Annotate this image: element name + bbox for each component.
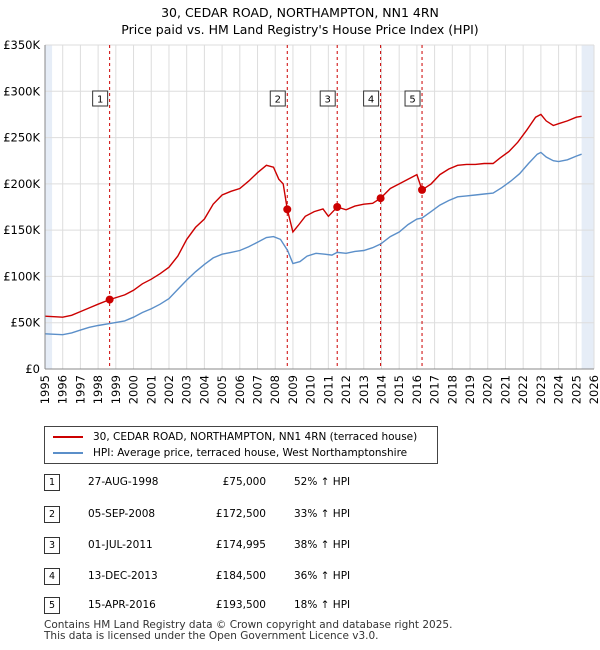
sale-date: 15-APR-2016 [88, 599, 156, 611]
x-tick-label: 2005 [215, 375, 229, 404]
legend-swatch-hpi [53, 452, 83, 454]
x-tick-label: 2013 [357, 375, 371, 404]
chart-subtitle-line: Price paid vs. HM Land Registry's House … [121, 22, 479, 37]
sale-number-badge: 4 [44, 568, 60, 585]
x-tick-label: 2018 [445, 375, 459, 404]
sale-label-box [92, 90, 109, 107]
sale-point [105, 295, 114, 304]
sale-price: £172,500 [215, 508, 266, 520]
x-tick-label: 2026 [587, 375, 600, 404]
chart-title: 30, CEDAR ROAD, NORTHAMPTON, NN1 4RN Pri… [0, 4, 600, 38]
table-row: 5 15-APR-2016 £193,500 18% ↑ HPI [44, 597, 444, 614]
sale-date: 05-SEP-2008 [88, 508, 156, 520]
table-row: 1 27-AUG-1998 £75,000 52% ↑ HPI [44, 474, 444, 491]
shaded-range [581, 45, 594, 369]
sale-hpi-change: 52% ↑ HPI [294, 476, 351, 488]
x-tick-label: 1999 [109, 375, 123, 404]
legend-item-hpi: HPI: Average price, terraced house, West… [53, 445, 407, 461]
x-tick-label: 2014 [374, 375, 388, 404]
sale-date: 13-DEC-2013 [88, 570, 158, 582]
legend-label-hpi: HPI: Average price, terraced house, West… [93, 447, 408, 459]
sale-number-badge: 3 [44, 537, 60, 554]
x-tick-label: 1998 [91, 375, 105, 404]
sale-price: £184,500 [215, 570, 266, 582]
table-row: 3 01-JUL-2011 £174,995 38% ↑ HPI [44, 537, 444, 554]
sale-label-box [363, 90, 380, 107]
sale-date: 27-AUG-1998 [88, 476, 159, 488]
legend-label-property: 30, CEDAR ROAD, NORTHAMPTON, NN1 4RN (te… [93, 431, 418, 443]
legend-swatch-property [53, 436, 83, 438]
x-tick-label: 2010 [304, 375, 318, 404]
shaded-range [45, 45, 53, 369]
x-tick-label: 2023 [534, 375, 548, 404]
x-tick-label: 2009 [286, 375, 300, 404]
x-tick-label: 2003 [180, 375, 194, 404]
sale-point [333, 203, 342, 212]
sale-hpi-change: 33% ↑ HPI [294, 508, 351, 520]
x-tick-label: 1997 [73, 375, 87, 404]
sale-label-box [404, 90, 421, 107]
y-tick-label: £200K [3, 177, 40, 191]
x-tick-label: 2021 [498, 375, 512, 404]
sale-point [418, 185, 427, 194]
x-tick-label: 2022 [516, 375, 530, 404]
x-tick-label: 2011 [321, 375, 335, 404]
legend-item-property: 30, CEDAR ROAD, NORTHAMPTON, NN1 4RN (te… [53, 429, 417, 445]
sale-number-badge: 2 [44, 506, 60, 523]
x-tick-label: 2006 [233, 375, 247, 404]
sale-label-number: 3 [325, 95, 331, 106]
sale-label-number: 1 [97, 95, 103, 106]
x-tick-label: 2015 [392, 375, 406, 404]
property-series-line [44, 113, 582, 318]
y-tick-label: £150K [3, 223, 40, 237]
footer-attribution: Contains HM Land Registry data © Crown c… [44, 620, 452, 642]
y-tick-label: £300K [3, 84, 40, 98]
x-tick-label: 2024 [552, 375, 566, 404]
table-row: 2 05-SEP-2008 £172,500 33% ↑ HPI [44, 506, 444, 523]
x-tick-label: 1995 [38, 375, 52, 404]
y-tick-label: £350K [3, 38, 40, 52]
x-tick-label: 2020 [481, 375, 495, 404]
y-tick-label: £50K [11, 316, 41, 330]
hpi-series-line [44, 151, 582, 336]
x-tick-label: 2017 [428, 375, 442, 404]
sale-label-box [319, 90, 336, 107]
chart-title-line: 30, CEDAR ROAD, NORTHAMPTON, NN1 4RN [161, 5, 439, 20]
x-tick-label: 2019 [463, 375, 477, 404]
x-tick-label: 2002 [162, 375, 176, 404]
chart-legend: 30, CEDAR ROAD, NORTHAMPTON, NN1 4RN (te… [44, 426, 438, 464]
sale-price: £193,500 [215, 599, 266, 611]
x-tick-label: 2025 [569, 375, 583, 404]
sale-price: £174,995 [215, 539, 266, 551]
x-tick-label: 2001 [144, 375, 158, 404]
sale-label-box [269, 90, 286, 107]
sale-label-number: 2 [275, 95, 281, 106]
sale-price: £75,000 [222, 476, 266, 488]
sale-hpi-change: 18% ↑ HPI [294, 599, 351, 611]
footer-line-2: This data is licensed under the Open Gov… [44, 630, 379, 642]
sale-number-badge: 1 [44, 474, 60, 491]
sale-hpi-change: 36% ↑ HPI [294, 570, 351, 582]
x-tick-label: 2007 [251, 375, 265, 404]
x-tick-label: 2012 [339, 375, 353, 404]
x-tick-label: 2008 [268, 375, 282, 404]
sale-point [376, 194, 385, 203]
x-tick-label: 2016 [410, 375, 424, 404]
table-row: 4 13-DEC-2013 £184,500 36% ↑ HPI [44, 568, 444, 585]
price-chart: 1 2 3 4 5 £0 £50K £100K £150K £200K £250K £300K £350… [3, 38, 600, 404]
sale-label-number: 5 [409, 95, 415, 106]
x-tick-label: 2004 [197, 375, 211, 404]
sale-hpi-change: 38% ↑ HPI [294, 539, 351, 551]
sale-date: 01-JUL-2011 [88, 539, 153, 551]
y-tick-label: £0 [25, 362, 40, 376]
sale-point [283, 205, 292, 214]
sale-label-number: 4 [368, 95, 374, 106]
y-tick-label: £100K [3, 269, 40, 283]
footer-line-1: Contains HM Land Registry data © Crown c… [44, 619, 453, 631]
sale-number-badge: 5 [44, 597, 60, 614]
x-tick-label: 2000 [127, 375, 141, 404]
y-tick-label: £250K [3, 131, 40, 145]
x-tick-label: 1996 [56, 375, 70, 404]
